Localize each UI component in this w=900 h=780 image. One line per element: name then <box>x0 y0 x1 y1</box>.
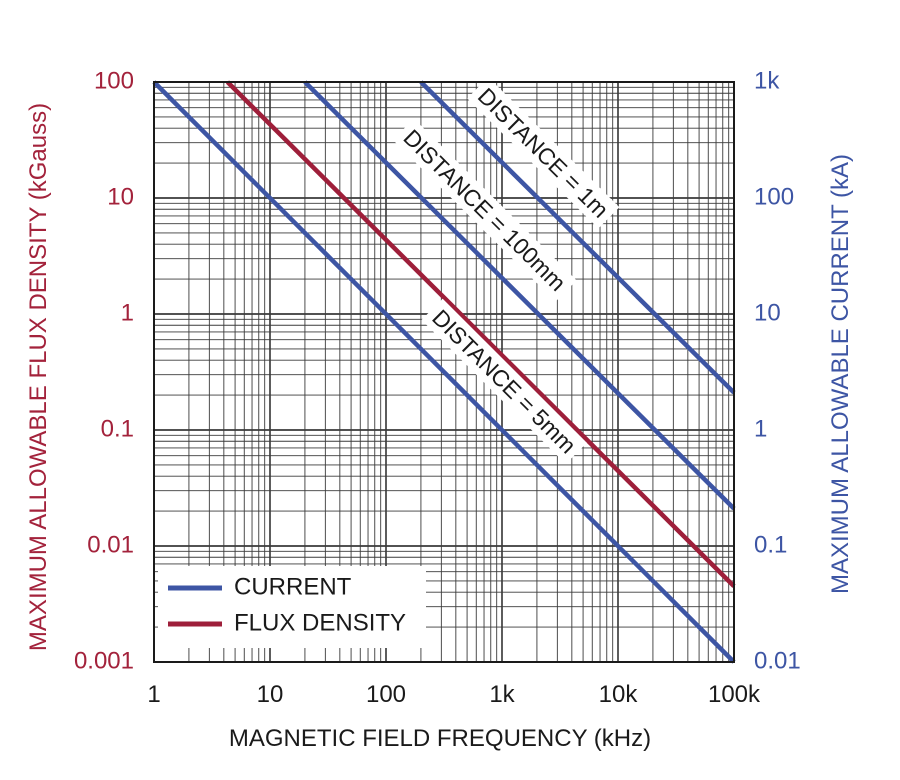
right-axis-title: MAXIMUM ALLOWABLE CURRENT (kA) <box>827 154 854 594</box>
plot-border <box>153 81 735 663</box>
legend: CURRENT FLUX DENSITY <box>158 566 426 648</box>
series-line-1 <box>152 80 736 664</box>
legend-label: CURRENT <box>234 573 352 600</box>
series-line-2 <box>225 80 736 588</box>
x-axis-ticks: 1 10 100 1k 10k 100k <box>147 681 761 708</box>
left-tick-label: 0.001 <box>74 647 134 674</box>
right-tick-label: 0.01 <box>754 647 801 674</box>
right-tick-label: 100 <box>754 183 794 210</box>
right-tick-label: 1k <box>754 67 780 94</box>
left-tick-label: 100 <box>94 67 134 94</box>
x-tick-label: 1 <box>147 681 160 708</box>
legend-box <box>158 566 426 648</box>
series-line-3 <box>303 80 736 511</box>
right-tick-label: 1 <box>754 415 767 442</box>
curves <box>152 80 736 664</box>
grid <box>153 81 735 663</box>
x-tick-label: 1k <box>489 681 515 708</box>
legend-label: FLUX DENSITY <box>234 609 406 636</box>
right-axis-ticks: 1k 100 10 1 0.1 0.01 <box>754 67 801 674</box>
left-tick-label: 10 <box>107 183 134 210</box>
left-tick-label: 1 <box>121 299 134 326</box>
left-axis-title: MAXIMUM ALLOWABLE FLUX DENSITY (kGauss) <box>25 103 52 651</box>
x-axis-title: MAGNETIC FIELD FREQUENCY (kHz) <box>229 725 651 752</box>
x-tick-label: 10 <box>257 681 284 708</box>
x-tick-label: 100k <box>708 681 761 708</box>
left-tick-label: 0.01 <box>87 531 134 558</box>
left-tick-label: 0.1 <box>101 415 134 442</box>
series-line-4 <box>419 80 736 395</box>
left-axis-ticks: 100 10 1 0.1 0.01 0.001 <box>74 67 134 674</box>
x-tick-label: 10k <box>599 681 639 708</box>
right-tick-label: 0.1 <box>754 531 787 558</box>
right-tick-label: 10 <box>754 299 781 326</box>
x-tick-label: 100 <box>366 681 406 708</box>
